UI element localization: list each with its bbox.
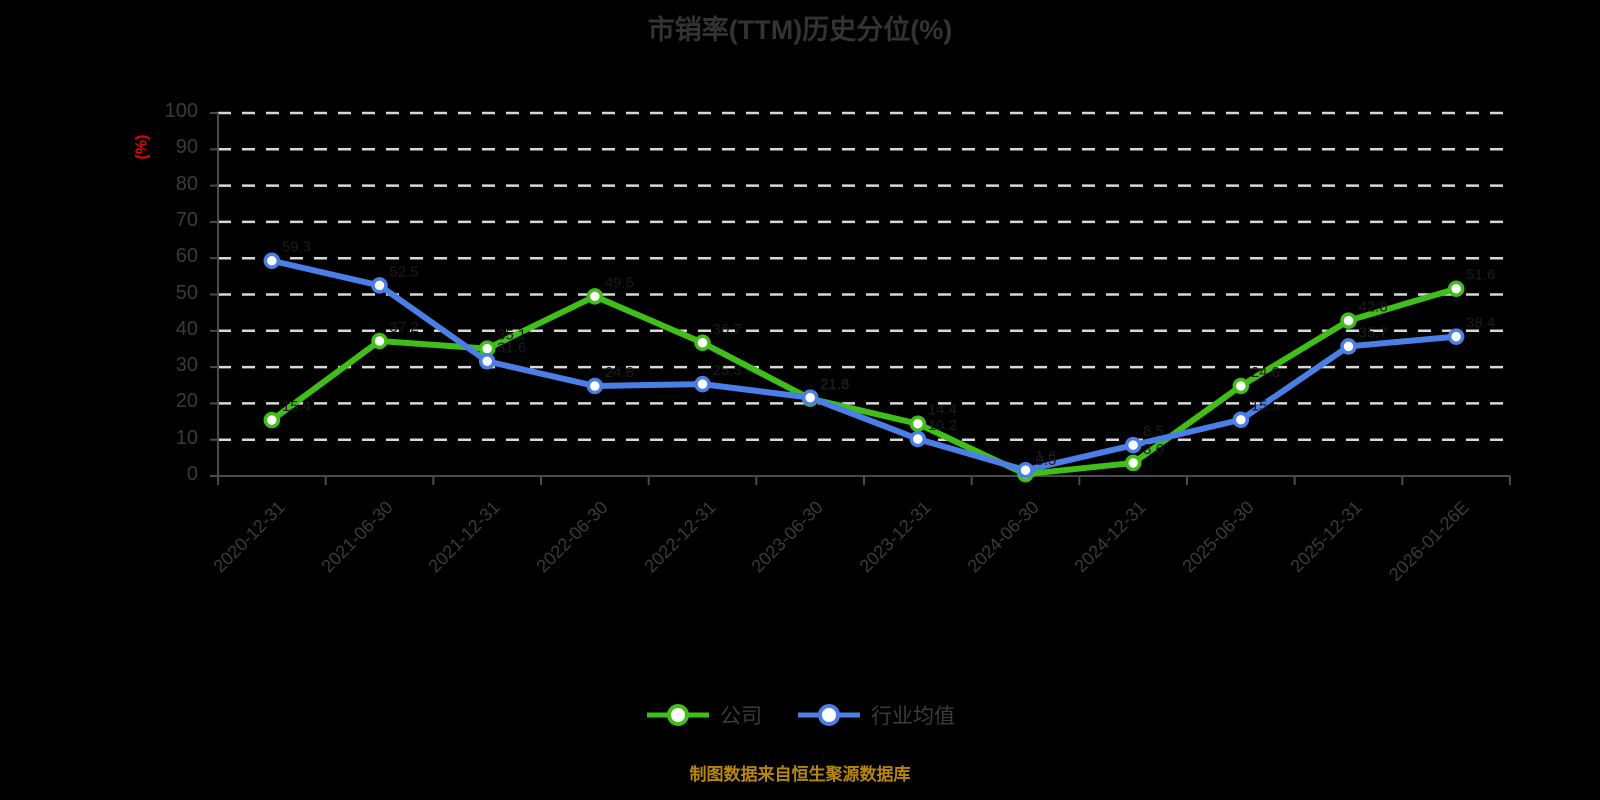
legend-label-company: 公司 — [720, 705, 762, 728]
data-point-value-label: 59.3 — [282, 239, 311, 256]
data-point-value-label: 15.4 — [282, 398, 311, 415]
data-point-company[interactable] — [1447, 280, 1465, 297]
data-point-company[interactable] — [1124, 454, 1142, 472]
data-point-value-label: 35.7 — [1359, 324, 1388, 341]
data-point-industry-average[interactable] — [1017, 461, 1034, 479]
legend-item-company[interactable]: 公司 — [645, 700, 762, 730]
data-point-value-label: 35.1 — [497, 327, 526, 344]
data-point-industry-average[interactable] — [586, 377, 604, 395]
data-point-company[interactable] — [1340, 312, 1357, 329]
data-point-company[interactable] — [1232, 377, 1250, 395]
y-axis-tick-label: 30 — [175, 354, 198, 377]
data-point-value-label: 31.6 — [497, 339, 526, 356]
data-point-company[interactable] — [263, 411, 281, 429]
data-point-value-label: 21.3 — [820, 377, 849, 394]
legend-item-industry-average[interactable]: 行业均值 — [796, 700, 955, 730]
data-point-company[interactable] — [909, 415, 927, 432]
data-point-value-label: 51.6 — [1466, 267, 1495, 284]
data-point-value-label: 10.2 — [928, 417, 957, 434]
data-point-value-label: 38.4 — [1466, 315, 1495, 332]
data-point-value-label: 21.6 — [820, 376, 849, 393]
data-point-industry-average[interactable] — [694, 375, 711, 393]
data-point-industry-average[interactable] — [1447, 328, 1465, 345]
y-axis-tick-label: 100 — [164, 100, 198, 122]
data-point-value-label: 37.2 — [390, 319, 419, 336]
data-point-industry-average[interactable] — [1124, 436, 1142, 454]
data-point-value-label: 25.3 — [713, 362, 742, 379]
legend-marker-industry-average-icon — [798, 704, 860, 726]
y-axis-tick-label: 10 — [175, 426, 198, 449]
data-point-value-label: 15.5 — [1251, 398, 1280, 415]
data-point-industry-average[interactable] — [801, 389, 819, 406]
data-point-value-label: 1.6 — [1036, 448, 1057, 465]
data-point-value-label: 14.4 — [928, 402, 957, 419]
data-point-industry-average[interactable] — [371, 277, 388, 294]
y-axis-tick-label: 20 — [175, 390, 198, 413]
data-point-industry-average[interactable] — [1232, 411, 1250, 428]
legend-marker-company-icon — [647, 704, 709, 726]
data-point-industry-average[interactable] — [478, 353, 496, 370]
data-point-value-label: 42.8 — [1359, 299, 1388, 316]
chart-source-note: 制图数据来自恒生聚源数据库 — [689, 765, 911, 784]
series-line-company — [268, 285, 1460, 478]
data-point-company[interactable] — [371, 332, 388, 350]
data-point-value-label: 24.8 — [605, 364, 634, 381]
chart-legend: 公司 行业均值 — [0, 700, 1600, 730]
data-point-value-label: 3.6 — [1143, 441, 1164, 458]
y-axis-tick-label: 70 — [175, 208, 198, 231]
data-point-company[interactable] — [586, 288, 604, 305]
data-point-industry-average[interactable] — [1340, 338, 1357, 355]
data-point-value-label: 0.5 — [1036, 452, 1057, 469]
series-line-industry-average — [268, 257, 1460, 474]
data-point-company[interactable] — [694, 334, 711, 352]
y-axis-tick-label: 80 — [175, 172, 198, 195]
y-axis-tick-label: 0 — [186, 463, 198, 485]
y-axis-tick-label: 40 — [175, 317, 198, 340]
data-point-industry-average[interactable] — [263, 252, 281, 269]
data-point-value-label: 8.5 — [1143, 423, 1164, 440]
y-axis-tick-label: 60 — [175, 245, 198, 268]
data-point-value-label: 36.7 — [713, 321, 742, 338]
chart-title: 市销率(TTM)历史分位(%) — [647, 15, 953, 45]
data-point-industry-average[interactable] — [909, 430, 927, 448]
legend-label-industry-average: 行业均值 — [871, 705, 955, 728]
y-axis-tick-label: 50 — [175, 281, 198, 304]
data-point-value-label: 24.8 — [1251, 364, 1280, 381]
y-axis-tick-label: 90 — [175, 136, 198, 159]
data-point-value-label: 52.5 — [390, 263, 419, 280]
data-point-value-label: 49.5 — [605, 274, 634, 291]
